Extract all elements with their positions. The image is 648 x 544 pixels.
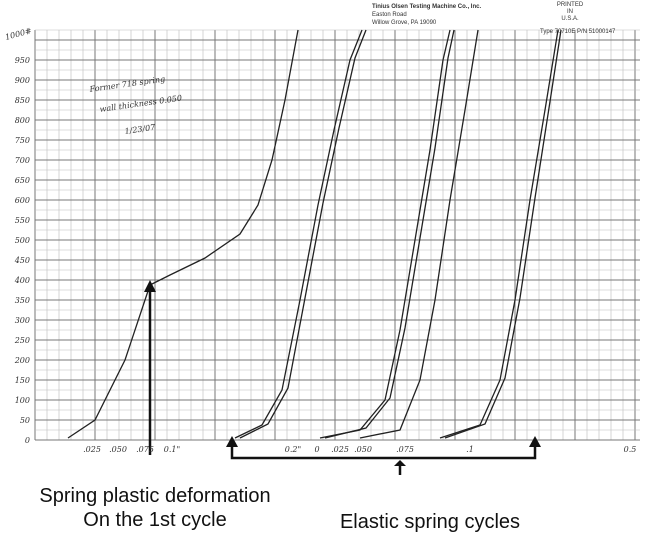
- x-label: .025: [83, 445, 101, 454]
- y-label: 350: [15, 296, 30, 305]
- y-label: 100: [15, 396, 30, 405]
- x-label: 0: [314, 445, 319, 454]
- bracket: [230, 445, 537, 460]
- arrowheads: [144, 280, 541, 466]
- annotation: On the 1st cycle: [83, 509, 226, 531]
- curve: [439, 29, 559, 439]
- x-label: .075: [136, 445, 154, 454]
- city: Willow Grove, PA 19090: [372, 20, 437, 26]
- y-label: 0: [25, 436, 30, 445]
- curve: [319, 29, 451, 439]
- y-label: 700: [15, 156, 30, 165]
- x-label: 0.5: [624, 445, 637, 454]
- y-label: 550: [15, 216, 30, 225]
- graph-paper: [34, 29, 640, 441]
- printed: IN: [567, 9, 573, 15]
- note: wall thickness 0.050: [99, 94, 183, 114]
- top-label: 1000#: [4, 26, 33, 42]
- x-label: .050: [109, 445, 127, 454]
- type: Type 70710E P/N 51000147: [540, 29, 616, 35]
- y-label: 50: [20, 416, 30, 425]
- y-label: 500: [15, 236, 30, 245]
- curve: [67, 29, 299, 439]
- curve: [234, 29, 363, 439]
- arrowhead: [144, 280, 156, 292]
- annotation: Spring plastic deformation: [39, 485, 270, 507]
- arrowhead: [226, 436, 238, 447]
- y-label: 850: [15, 96, 30, 105]
- y-label: 750: [15, 136, 30, 145]
- y-label: 650: [15, 176, 30, 185]
- curves: [67, 29, 562, 439]
- x-label: .1: [466, 445, 474, 454]
- curve: [324, 29, 455, 439]
- company: Tinius Olsen Testing Machine Co., Inc.: [372, 4, 481, 10]
- x-label: .025: [331, 445, 349, 454]
- printed: PRINTED: [557, 2, 584, 8]
- printed: U.S.A.: [561, 16, 579, 22]
- address: Easton Road: [372, 12, 407, 18]
- y-label: 300: [15, 316, 30, 325]
- y-label: 950: [15, 56, 30, 65]
- y-label: 250: [14, 336, 30, 345]
- curve: [444, 29, 562, 439]
- note: 1/23/07: [124, 123, 157, 136]
- annotation: Elastic spring cycles: [340, 511, 520, 533]
- curve: [239, 29, 367, 439]
- arrowhead: [529, 436, 541, 447]
- y-label: 200: [14, 356, 30, 365]
- note: Former 718 spring: [88, 74, 166, 94]
- y-label: 800: [15, 116, 30, 125]
- arrowhead: [394, 460, 406, 466]
- y-label: 900: [15, 76, 30, 85]
- x-label: 0.2": [285, 445, 301, 454]
- curve: [359, 29, 479, 439]
- x-label: .050: [354, 445, 372, 454]
- x-label: 0.1": [164, 445, 180, 454]
- x-label: .075: [396, 445, 414, 454]
- y-label: 600: [15, 196, 30, 205]
- y-label: 150: [15, 376, 30, 385]
- y-label: 450: [14, 256, 30, 265]
- y-label: 400: [14, 276, 30, 285]
